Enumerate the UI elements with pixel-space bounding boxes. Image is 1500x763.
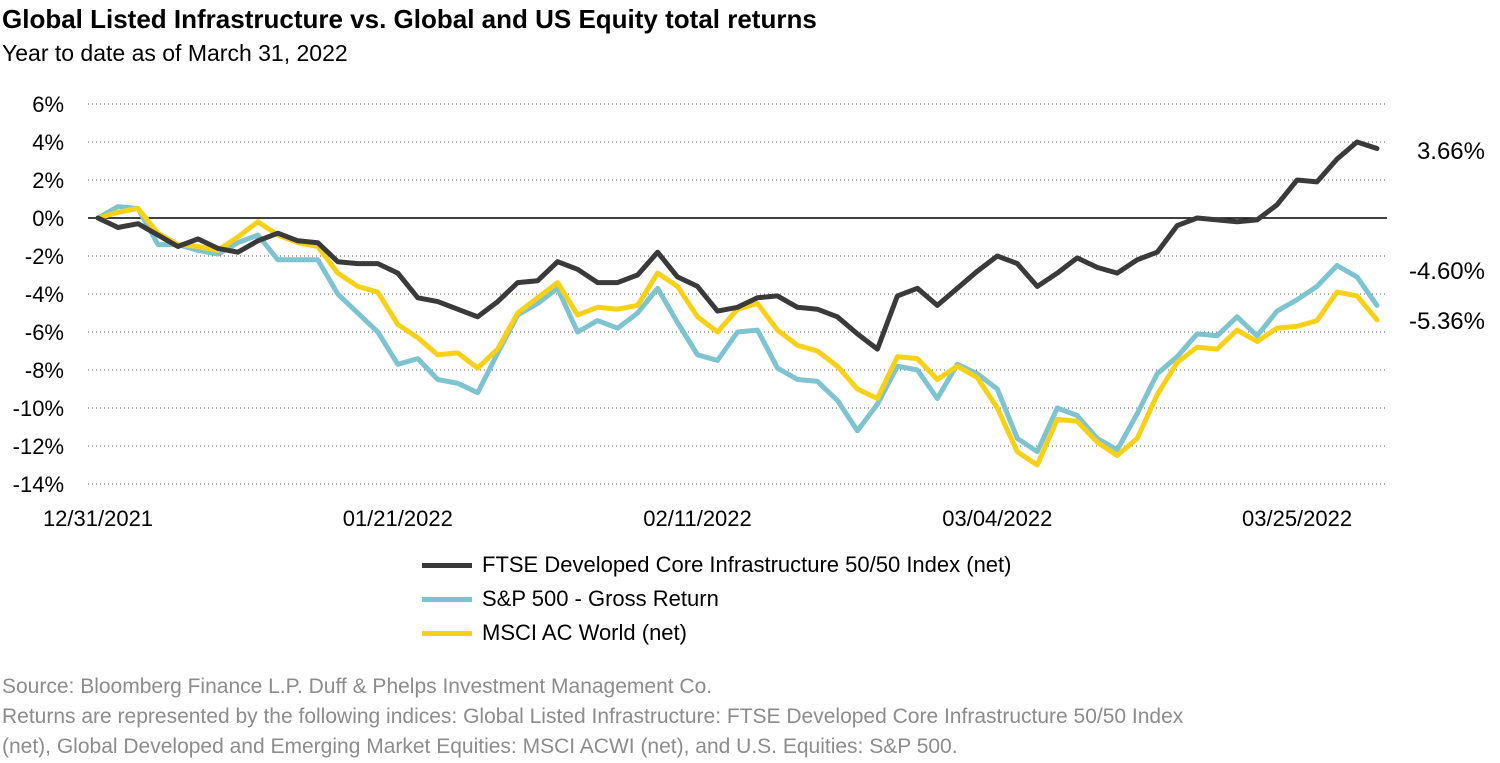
legend-label-sp500: S&P 500 - Gross Return [482, 586, 719, 611]
legend-swatch-msci [422, 630, 472, 636]
legend-item-sp500: S&P 500 - Gross Return [422, 582, 1011, 616]
legend-item-ftse: FTSE Developed Core Infrastructure 50/50… [422, 548, 1011, 582]
end-value-labels: 3.66% -4.60% -5.36% [1409, 138, 1485, 335]
y-tick-label: -2% [25, 244, 64, 269]
series-line-msci [95, 206, 1380, 468]
chart-title: Global Listed Infrastructure vs. Global … [2, 4, 817, 34]
gridlines [88, 103, 1387, 485]
x-tick-label: 02/11/2022 [643, 506, 751, 531]
y-tick-label: 6% [32, 92, 64, 117]
chart-subtitle: Year to date as of March 31, 2022 [2, 40, 348, 66]
line-chart: 6% 4% 2% 0% -2% -4% -6% -8% -10% -12% -14% 12/31/2… [13, 92, 1485, 531]
series-lines [95, 139, 1380, 468]
legend-label-ftse: FTSE Developed Core Infrastructure 50/50… [482, 552, 1012, 577]
source-note: Source: Bloomberg Finance L.P. Duff & Ph… [2, 672, 1492, 762]
y-tick-label: 2% [32, 168, 64, 193]
legend-swatch-sp500 [422, 596, 472, 602]
end-label-sp500: -4.60% [1409, 258, 1485, 285]
legend: FTSE Developed Core Infrastructure 50/50… [422, 548, 1011, 650]
source-line-3: (net), Global Developed and Emerging Mar… [2, 735, 958, 758]
x-tick-label: 12/31/2021 [43, 506, 153, 531]
x-axis-tick-labels: 12/31/2021 01/21/2022 02/11/2022 03/04/2022… [43, 506, 1352, 531]
x-tick-label: 03/25/2022 [1242, 506, 1352, 531]
legend-item-msci: MSCI AC World (net) [422, 616, 1011, 650]
y-tick-label: -10% [13, 396, 64, 421]
end-label-ftse: 3.66% [1417, 138, 1485, 165]
y-tick-label: 0% [32, 206, 64, 231]
x-tick-label: 03/04/2022 [942, 506, 1052, 531]
y-tick-label: -6% [25, 320, 64, 345]
y-tick-label: -4% [25, 282, 64, 307]
legend-swatch-ftse [422, 562, 472, 568]
y-tick-label: -12% [13, 434, 64, 459]
source-line-1: Source: Bloomberg Finance L.P. Duff & Ph… [2, 675, 713, 698]
y-axis-tick-labels: 6% 4% 2% 0% -2% -4% -6% -8% -10% -12% -14% [13, 92, 64, 497]
series-line-sp500 [95, 204, 1380, 455]
series-line-ftse [95, 139, 1380, 352]
y-tick-label: -8% [25, 358, 64, 383]
legend-label-msci: MSCI AC World (net) [482, 620, 687, 645]
x-tick-label: 01/21/2022 [343, 506, 453, 531]
y-tick-label: 4% [32, 130, 64, 155]
source-line-2: Returns are represented by the following… [2, 705, 1184, 728]
y-tick-label: -14% [13, 472, 64, 497]
end-label-msci: -5.36% [1409, 308, 1485, 335]
